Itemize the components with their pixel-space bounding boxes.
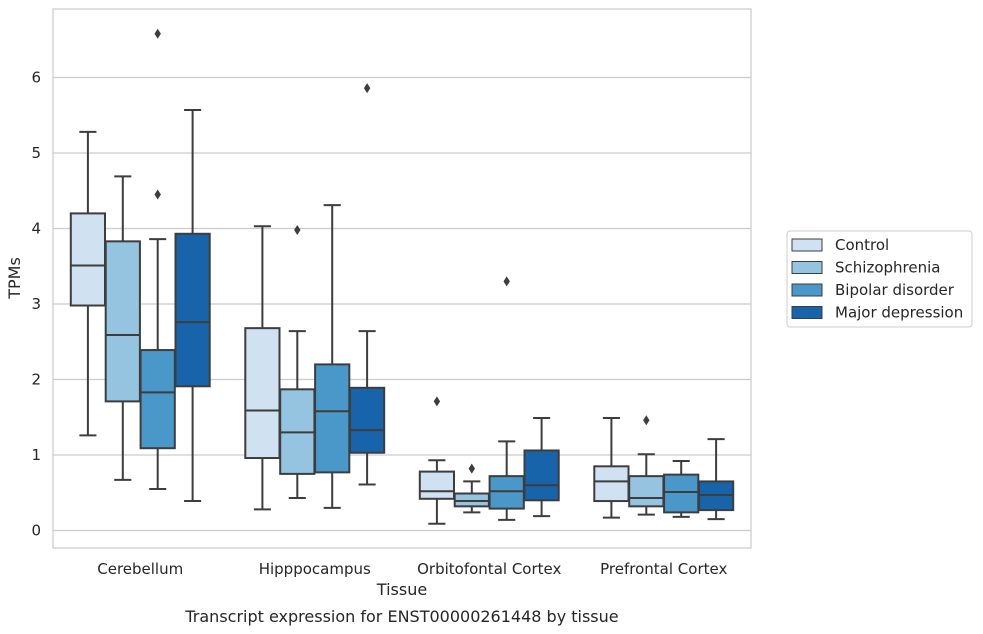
x-tick-label: Prefrontal Cortex: [600, 560, 727, 578]
iqr-box: [453, 492, 490, 508]
legend-swatch: [791, 261, 823, 274]
box-group: [418, 396, 456, 525]
box-group: [348, 83, 386, 486]
x-axis-ticks: Cerebellum Hipppocampus Orbitofontal Corte…: [97, 560, 727, 578]
y-tick-label: 4: [31, 220, 41, 238]
iqr-box: [314, 363, 351, 474]
box-group: [279, 225, 316, 500]
legend-swatch: [791, 306, 823, 319]
chart-caption: Transcript expression for ENST0000026144…: [184, 607, 618, 626]
box-group: [488, 276, 525, 521]
iqr-box: [348, 386, 386, 454]
iqr-box: [593, 465, 630, 503]
iqr-box: [174, 232, 211, 388]
y-axis-title: TPMs: [5, 257, 24, 300]
iqr-box: [104, 240, 141, 403]
box-group: [697, 438, 735, 521]
y-tick-label: 3: [31, 295, 41, 313]
x-axis-title: Tissue: [376, 580, 427, 599]
iqr-box: [523, 449, 560, 502]
iqr-box: [488, 475, 525, 510]
box-group: [69, 130, 107, 437]
box-group: [523, 417, 560, 518]
x-tick-label: Cerebellum: [97, 560, 183, 578]
y-tick-label: 0: [31, 522, 41, 540]
legend-label: Bipolar disorder: [835, 281, 955, 299]
outlier-point: [503, 276, 510, 287]
legend-label: Major depression: [835, 304, 963, 322]
outlier-point: [294, 225, 301, 236]
plot-area-frame: [52, 8, 752, 549]
y-tick-label: 2: [31, 371, 41, 389]
legend-label: Control: [835, 236, 889, 254]
iqr-box: [69, 212, 107, 307]
outlier-point: [154, 28, 161, 39]
legend-swatch: [791, 283, 823, 297]
box-group: [628, 415, 665, 516]
box-group: [593, 417, 630, 519]
legend-swatch: [791, 238, 823, 252]
box-group: [244, 225, 281, 511]
x-tick-label: Hipppocampus: [259, 560, 371, 578]
outlier-point: [363, 83, 371, 94]
legend-frame: [786, 230, 973, 328]
box-group: [663, 460, 700, 518]
iqr-box: [663, 473, 700, 514]
iqr-box: [418, 470, 456, 500]
box-group: [139, 28, 176, 490]
box-group: [314, 204, 351, 509]
outlier-point: [433, 396, 441, 407]
iqr-box: [628, 475, 665, 508]
box-group: [174, 108, 211, 503]
legend-items: Control Schizophrenia Bipolar disorder Majo…: [791, 236, 963, 322]
iqr-box: [244, 327, 281, 460]
outlier-point: [643, 415, 650, 426]
box-group: [453, 463, 490, 514]
x-tick-label: Orbitofontal Cortex: [417, 560, 561, 578]
y-axis-ticks: 0 1 2 3 4 5 6: [31, 69, 41, 540]
legend-label: Schizophrenia: [835, 259, 940, 277]
legend: Control Schizophrenia Bipolar disorder Majo…: [786, 230, 973, 328]
y-tick-label: 5: [31, 144, 41, 162]
boxes: [69, 28, 735, 525]
y-tick-label: 6: [31, 69, 41, 87]
outlier-point: [154, 189, 161, 200]
iqr-box: [139, 349, 176, 450]
box-group: [104, 175, 141, 481]
y-tick-label: 1: [31, 446, 41, 464]
outlier-point: [468, 463, 475, 474]
